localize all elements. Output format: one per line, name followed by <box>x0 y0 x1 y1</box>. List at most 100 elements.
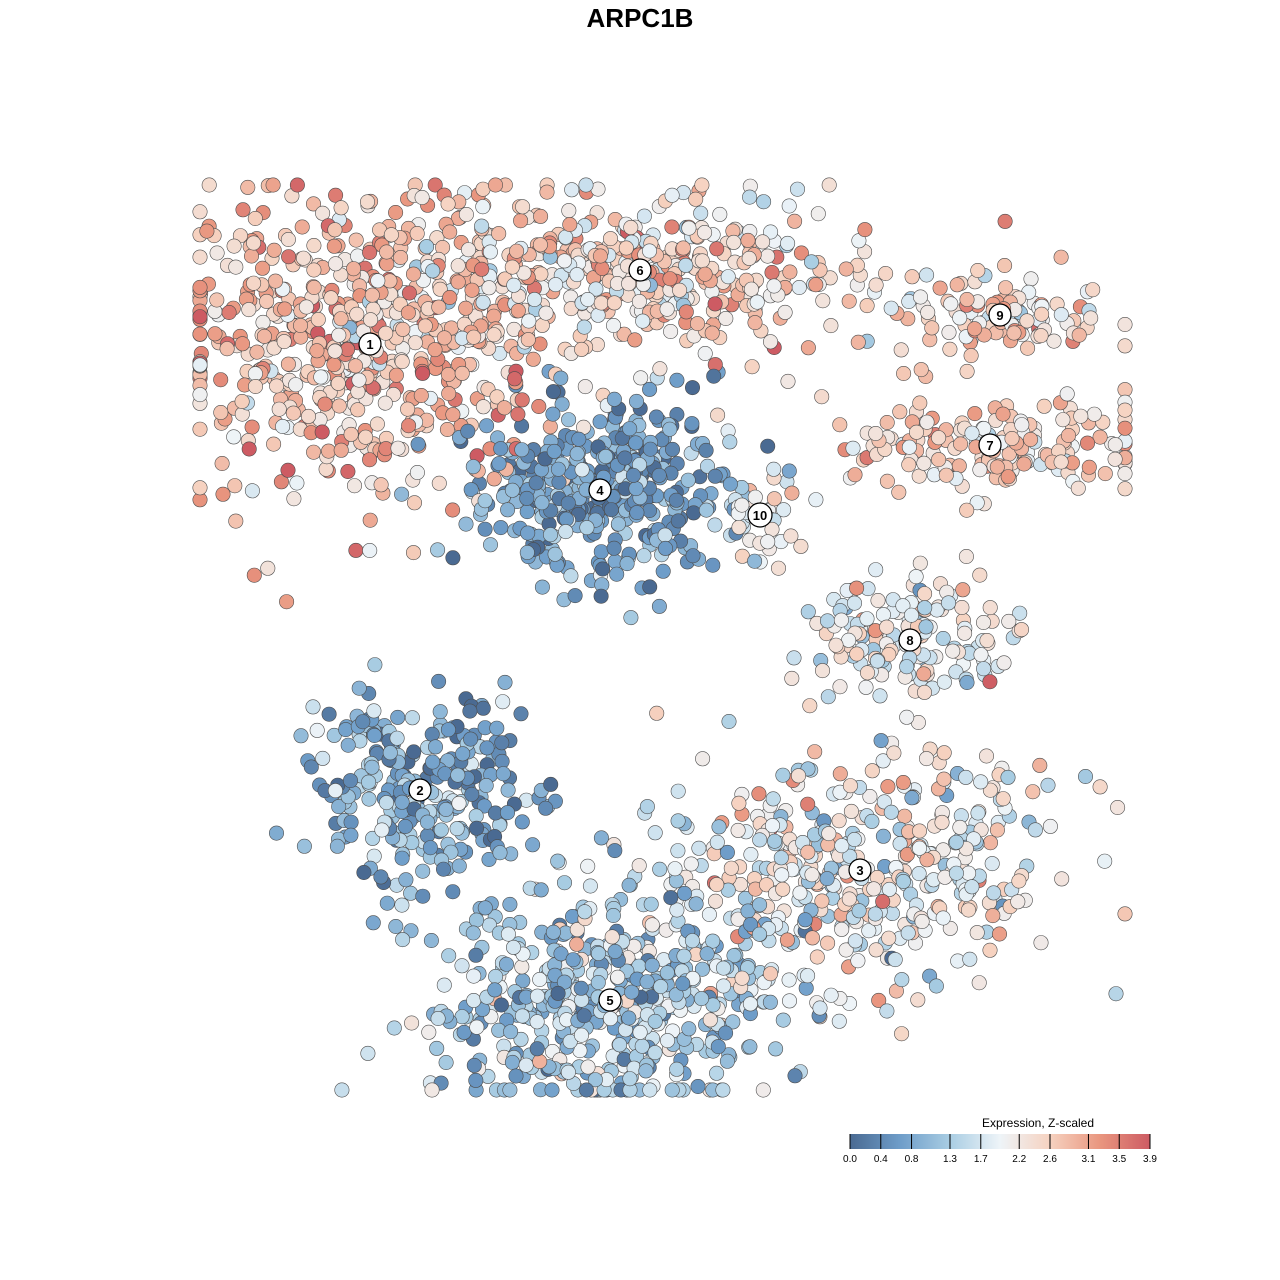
legend-tick-label: 3.5 <box>1112 1154 1126 1165</box>
cell-point <box>454 365 470 381</box>
cell-point <box>510 303 526 319</box>
cell-point <box>662 421 678 437</box>
cell-point <box>681 1021 697 1037</box>
cell-point <box>831 813 847 829</box>
cell-point <box>431 475 447 491</box>
cell-point <box>409 464 425 480</box>
cell-point <box>995 791 1011 807</box>
cell-point <box>1032 757 1048 773</box>
cell-point <box>764 264 780 280</box>
cell-point <box>310 311 326 327</box>
cell-point <box>942 920 958 936</box>
cell-point <box>276 334 292 350</box>
cell-point <box>603 502 619 518</box>
cell-point <box>450 274 466 290</box>
cell-point <box>862 788 878 804</box>
cell-point <box>784 485 800 501</box>
cell-point <box>621 877 637 893</box>
cell-point <box>636 208 652 224</box>
cell-point <box>973 647 989 663</box>
cell-point <box>466 968 482 984</box>
cell-point <box>515 199 531 215</box>
cell-point <box>598 448 614 464</box>
cell-point <box>468 912 484 928</box>
cell-point <box>766 278 782 294</box>
cell-point <box>331 327 347 343</box>
cell-point <box>879 619 895 635</box>
cell-point <box>868 425 884 441</box>
cell-point <box>331 799 347 815</box>
cell-point <box>495 694 511 710</box>
cell-point <box>812 1000 828 1016</box>
cell-point <box>841 632 857 648</box>
cluster-label-text: 4 <box>596 483 604 498</box>
cell-point <box>934 814 950 830</box>
cluster-label-9: 9 <box>988 303 1012 327</box>
cluster-label-badge <box>598 988 622 1012</box>
cell-point <box>670 843 686 859</box>
cell-point <box>648 409 664 425</box>
cell-point <box>697 345 713 361</box>
cell-point <box>494 735 510 751</box>
cell-point <box>652 861 668 877</box>
cell-point <box>481 280 497 296</box>
cell-point <box>361 774 377 790</box>
cell-point <box>1000 469 1016 485</box>
cell-point <box>520 525 536 541</box>
cell-point <box>235 202 251 218</box>
cell-point <box>732 876 748 892</box>
cell-point <box>271 401 287 417</box>
cell-point <box>580 291 596 307</box>
cell-point <box>475 700 491 716</box>
cluster-label-7: 7 <box>978 433 1002 457</box>
cell-point <box>632 1024 648 1040</box>
cell-point <box>491 456 507 472</box>
cell-point <box>593 588 609 604</box>
cell-point <box>508 1068 524 1084</box>
cell-point <box>1006 325 1022 341</box>
cell-point <box>958 769 974 785</box>
cell-point <box>932 280 948 296</box>
cell-point <box>329 838 345 854</box>
cell-point <box>719 844 735 860</box>
cell-point <box>959 674 975 690</box>
cell-point <box>450 767 466 783</box>
cell-point <box>1014 417 1030 433</box>
cluster-label-text: 9 <box>996 308 1003 323</box>
cell-point <box>876 794 892 810</box>
cell-point <box>560 495 576 511</box>
cell-point <box>793 245 809 261</box>
cell-point <box>266 242 282 258</box>
cell-point <box>451 858 467 874</box>
cell-point <box>986 885 1002 901</box>
cell-point <box>234 393 250 409</box>
cell-point <box>941 324 957 340</box>
cell-point <box>952 310 968 326</box>
cluster-label-text: 5 <box>606 993 613 1008</box>
cell-point <box>481 851 497 867</box>
cell-point <box>427 177 443 193</box>
cell-point <box>1085 282 1101 298</box>
cell-point <box>866 881 882 897</box>
cell-point <box>579 520 595 536</box>
cell-point <box>382 745 398 761</box>
cell-point <box>742 1039 758 1055</box>
cell-point <box>911 468 927 484</box>
cell-point <box>875 828 891 844</box>
cell-point <box>663 323 679 339</box>
cell-point <box>292 317 308 333</box>
cell-point <box>576 319 592 335</box>
cell-point <box>694 177 710 193</box>
cell-point <box>571 431 587 447</box>
cell-point <box>289 177 305 193</box>
cell-point <box>379 895 395 911</box>
cell-point <box>868 942 884 958</box>
cell-point <box>343 827 359 843</box>
cell-point <box>910 992 926 1008</box>
cell-point <box>213 404 229 420</box>
cell-point <box>1107 451 1123 467</box>
cell-point <box>967 406 983 422</box>
cell-point <box>502 1082 518 1098</box>
cell-point <box>219 341 235 357</box>
cell-point <box>832 679 848 695</box>
